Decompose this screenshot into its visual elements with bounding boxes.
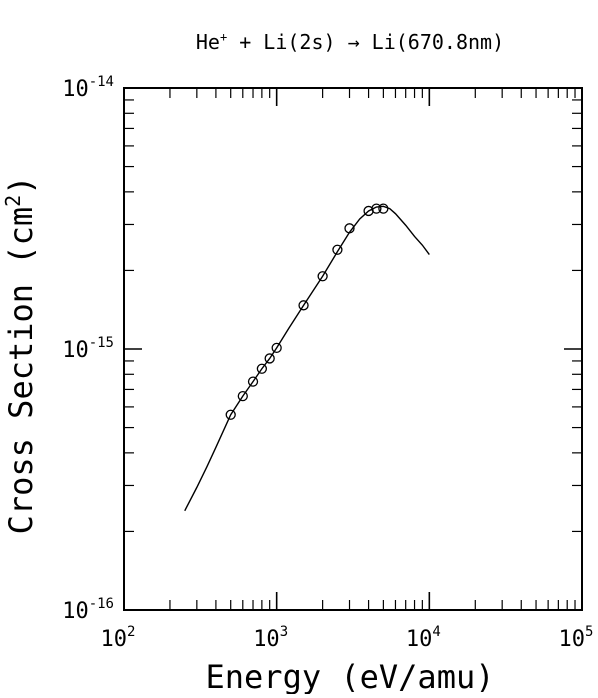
x-tick-label-base: 10 [101,627,128,652]
data-point [225,409,236,420]
data-point [344,223,355,234]
y-tick-label-base: 10 [62,338,89,363]
fit-curve-series [184,205,430,512]
chart-title-main: He [196,30,220,54]
plot-frame [123,87,583,611]
x-tick-label-exponent: 4 [432,624,440,640]
chart-title-superscript: + [220,30,227,44]
data-point [256,363,268,374]
y-tick-label: 10-15 [62,335,114,363]
y-tick-label-exponent: -16 [89,596,114,612]
data-point [371,203,382,214]
x-tick-label: 103 [253,624,288,652]
data-points [225,203,389,420]
x-tick-label-base: 10 [559,627,586,652]
y-axis-label-main: Cross Section (cm [2,207,40,535]
x-tick-labels: 102 103 104 105 [101,624,594,652]
x-tick-label: 104 [406,624,441,652]
y-tick-label-base: 10 [62,599,89,624]
x-tick-label: 102 [101,624,136,652]
chart-title-rest: + Li(2s) → Li(670.8nm) [227,30,504,54]
y-axis-label-rest: ) [2,176,40,195]
major-ticks [123,87,583,611]
x-tick-label-base: 10 [406,627,433,652]
data-point [298,300,309,311]
x-tick-label: 105 [559,624,594,652]
x-tick-label-exponent: 2 [127,624,135,640]
y-tick-label: 10-16 [62,596,114,624]
data-point [317,271,328,282]
x-axis-label: Energy (eV/amu) [206,658,495,694]
chart-title: He+ + Li(2s) → Li(670.8nm) [196,30,504,54]
y-tick-label-exponent: -15 [89,335,114,351]
minor-ticks [124,88,582,610]
data-point [332,244,343,255]
data-point [237,390,248,402]
data-point [264,353,275,364]
data-point [363,205,374,217]
y-tick-label-base: 10 [62,77,89,102]
data-point [271,342,282,354]
y-tick-label-exponent: -14 [89,74,114,90]
y-axis-label-superscript: 2 [1,195,25,207]
x-tick-label-base: 10 [253,627,280,652]
data-point [247,376,259,387]
y-tick-label: 10-14 [62,74,114,102]
y-axis-label: Cross Section (cm2) [1,176,40,535]
data-point [378,203,389,214]
x-tick-label-exponent: 3 [280,624,288,640]
x-tick-label-exponent: 5 [585,624,593,640]
